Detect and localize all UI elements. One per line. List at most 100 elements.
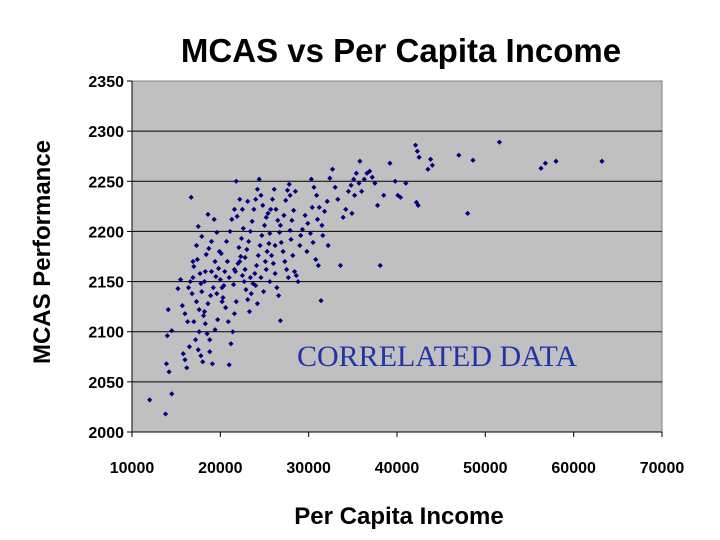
- data-point: [237, 196, 243, 202]
- data-point: [273, 206, 279, 212]
- data-point: [189, 291, 195, 297]
- data-point: [169, 391, 175, 397]
- data-point: [274, 284, 280, 291]
- data-point: [289, 217, 295, 223]
- data-point: [314, 216, 321, 222]
- data-point: [361, 176, 367, 182]
- data-point: [185, 319, 191, 325]
- data-point: [253, 282, 259, 289]
- data-point: [262, 258, 268, 265]
- data-point: [427, 156, 434, 162]
- data-point: [315, 262, 321, 269]
- data-point: [403, 180, 409, 186]
- data-point: [293, 272, 299, 279]
- data-point: [413, 199, 420, 205]
- data-point: [231, 266, 238, 273]
- data-point: [205, 211, 211, 217]
- data-point: [209, 361, 215, 367]
- data-point: [214, 229, 220, 236]
- data-point: [212, 258, 218, 265]
- data-point: [208, 293, 214, 299]
- data-point: [205, 301, 211, 307]
- data-point: [177, 276, 184, 283]
- data-point: [307, 230, 314, 237]
- data-point: [298, 232, 304, 239]
- data-point: [203, 251, 209, 258]
- data-point: [291, 207, 297, 213]
- data-point: [278, 239, 284, 246]
- data-point: [263, 214, 269, 220]
- data-point: [223, 238, 230, 245]
- data-point: [242, 254, 248, 261]
- data-point: [285, 274, 291, 281]
- data-point: [230, 329, 236, 335]
- y-axis: 2000 2050 2100 2150 2200 2250 2300 2350: [88, 74, 133, 442]
- data-point: [414, 148, 420, 154]
- data-point: [207, 337, 213, 343]
- data-point: [456, 152, 462, 158]
- data-point: [193, 299, 200, 305]
- data-point: [163, 361, 170, 367]
- data-point: [416, 154, 422, 160]
- data-point: [230, 281, 237, 288]
- data-point: [245, 297, 251, 303]
- data-point: [335, 196, 341, 202]
- data-point: [425, 166, 431, 172]
- data-point: [233, 299, 239, 305]
- data-point: [226, 362, 232, 368]
- data-point: [182, 357, 188, 363]
- x-tick-label: 60000: [551, 460, 596, 477]
- data-point: [225, 319, 231, 325]
- data-point: [538, 165, 544, 171]
- data-point: [207, 349, 213, 355]
- data-point: [395, 192, 401, 198]
- y-tick-label: 2200: [88, 224, 124, 241]
- data-point: [369, 174, 375, 180]
- data-point: [276, 229, 283, 236]
- data-point: [212, 327, 218, 333]
- data-point: [337, 262, 344, 269]
- data-point: [553, 158, 559, 164]
- data-point: [240, 225, 246, 232]
- data-point: [256, 176, 262, 182]
- data-point: [280, 248, 286, 255]
- data-point: [276, 293, 282, 299]
- data-point: [329, 166, 336, 172]
- x-axis: 10000 20000 30000 40000 50000 60000 70000: [110, 431, 684, 477]
- data-point: [281, 212, 287, 218]
- data-point: [217, 276, 223, 283]
- data-point: [202, 321, 208, 327]
- data-point: [196, 329, 202, 335]
- data-point: [206, 245, 212, 252]
- data-point: [429, 162, 435, 168]
- data-point: [255, 252, 261, 259]
- data-point: [233, 178, 239, 184]
- data-point: [242, 266, 248, 273]
- data-point: [299, 226, 306, 233]
- data-point: [253, 196, 259, 202]
- data-point: [218, 250, 224, 257]
- data-point: [247, 274, 253, 281]
- data-point: [227, 228, 233, 235]
- data-point: [310, 239, 316, 246]
- data-point: [348, 182, 354, 188]
- data-point: [470, 157, 476, 163]
- data-point: [191, 263, 197, 270]
- data-point: [162, 411, 169, 417]
- data-point: [234, 213, 240, 219]
- data-point: [199, 233, 205, 240]
- data-point: [287, 227, 293, 234]
- data-point: [248, 291, 254, 297]
- data-point: [190, 274, 196, 281]
- data-point: [318, 298, 324, 304]
- data-point: [252, 270, 258, 277]
- data-point: [195, 347, 201, 353]
- data-point: [319, 222, 325, 229]
- data-point: [271, 186, 277, 192]
- data-point: [351, 176, 357, 182]
- y-tick-label: 2100: [88, 325, 124, 342]
- data-points: [147, 139, 605, 417]
- data-point: [188, 194, 194, 200]
- data-point: [238, 235, 245, 242]
- data-point: [258, 274, 264, 281]
